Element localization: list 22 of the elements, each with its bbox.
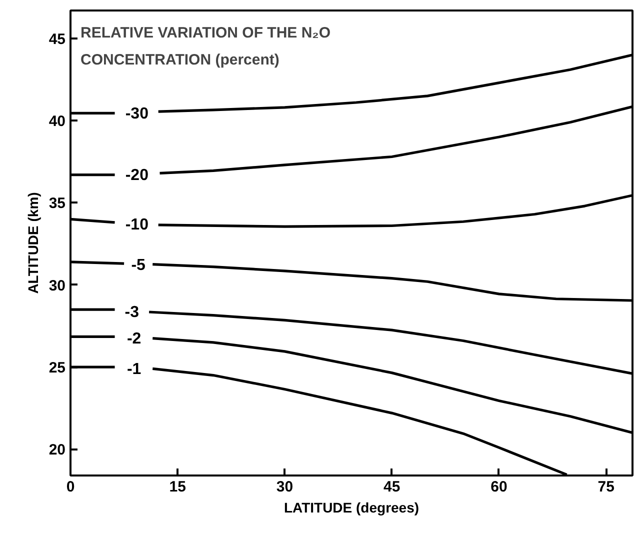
x-tick-label: 45 <box>384 478 400 496</box>
series-label: -5 <box>131 256 146 274</box>
x-tick-label: 0 <box>66 478 75 496</box>
x-axis-title: LATITUDE (degrees) <box>284 500 420 516</box>
x-tick-label: 30 <box>276 478 294 496</box>
series-label: -10 <box>125 216 149 234</box>
y-tick-label: 25 <box>48 360 66 377</box>
x-tick-label: 60 <box>490 478 508 496</box>
y-axis-title: ALTITUDE (km) <box>24 192 41 294</box>
series-label: -2 <box>126 330 142 348</box>
y-tick-label: 45 <box>48 30 66 48</box>
series-label: -30 <box>125 105 149 122</box>
x-tick-label: 75 <box>598 478 614 496</box>
y-tick-label: 20 <box>48 442 66 459</box>
series-label: -1 <box>126 360 142 378</box>
y-tick-label: 35 <box>48 195 66 212</box>
y-tick-label: 40 <box>48 113 66 130</box>
annotation: RELATIVE VARIATION OF THE N₂O CONCENTRATION (percent) <box>80 24 331 69</box>
x-tick-label: 15 <box>169 478 186 496</box>
series-label: -3 <box>124 304 140 321</box>
series-label: -20 <box>125 166 149 184</box>
y-tick-label: 30 <box>48 277 66 294</box>
